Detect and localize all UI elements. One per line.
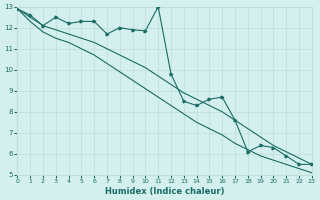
- X-axis label: Humidex (Indice chaleur): Humidex (Indice chaleur): [105, 187, 224, 196]
